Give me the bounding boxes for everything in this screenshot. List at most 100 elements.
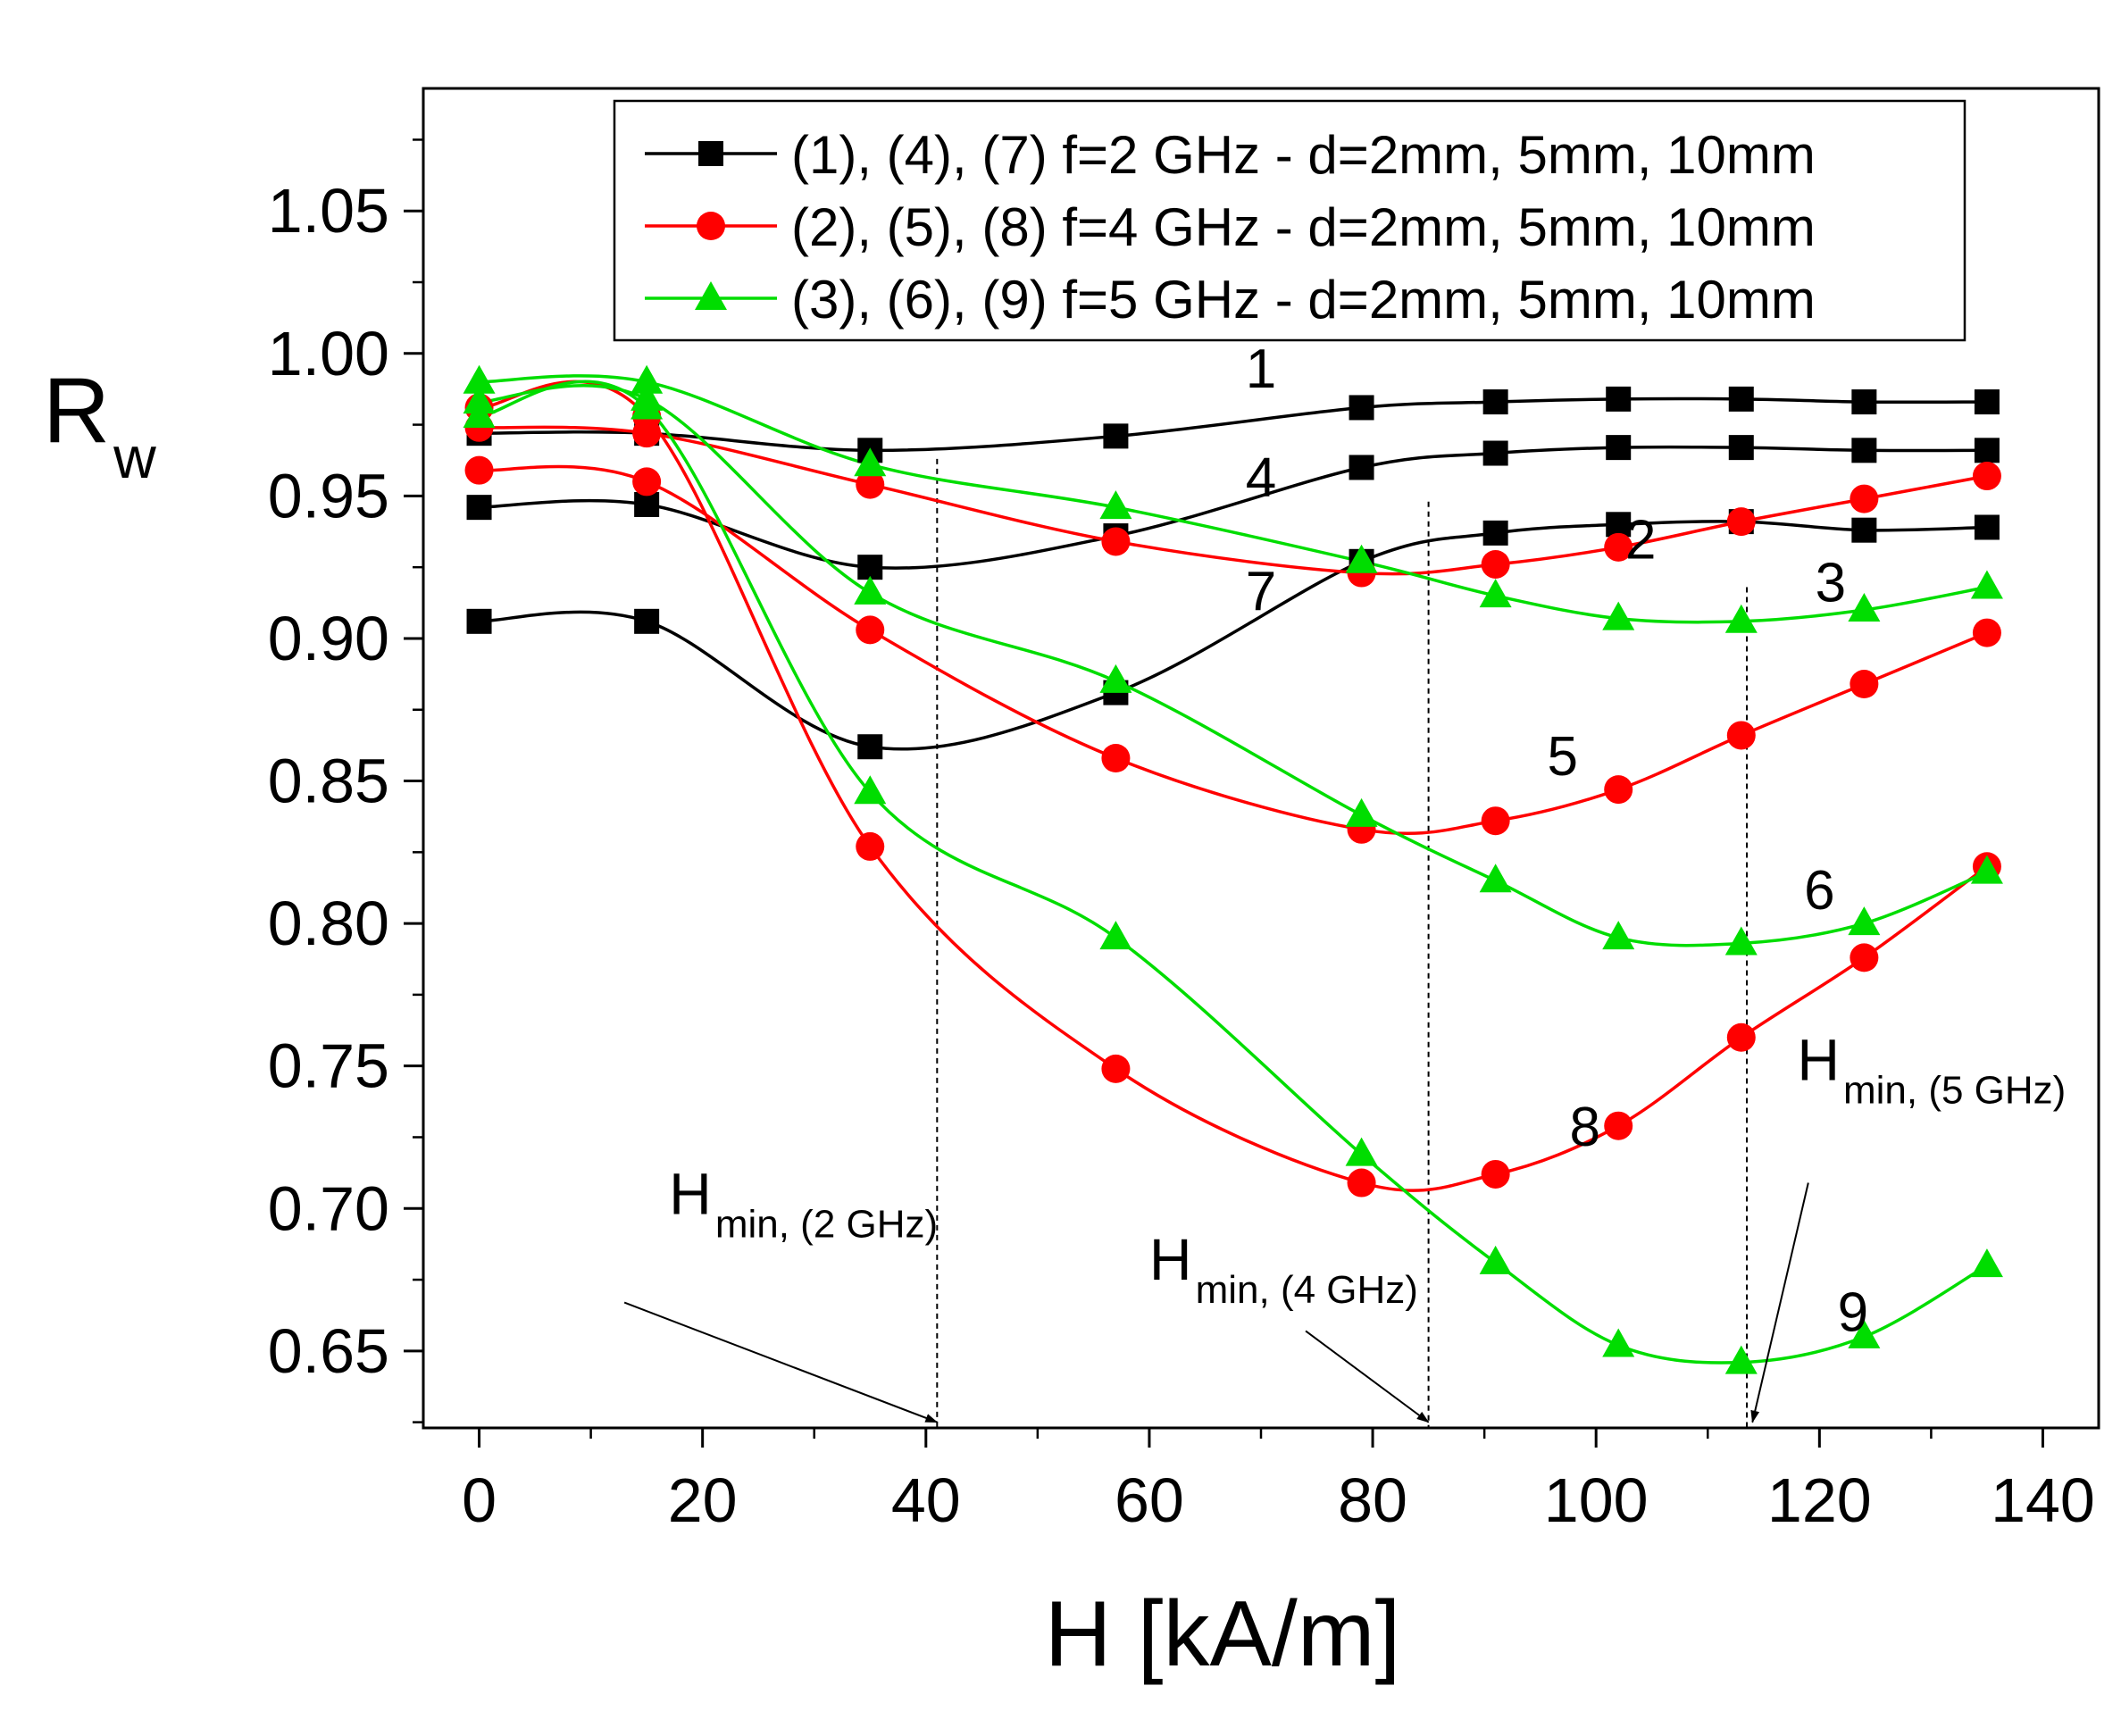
data-point-series-3 (854, 447, 887, 477)
data-point-series-5 (1726, 721, 1756, 750)
data-point-series-6 (1479, 864, 1512, 893)
data-point-series-5 (1481, 806, 1510, 836)
data-point-series-1 (1349, 395, 1374, 421)
annotation-sub: min, (5 GHz) (1843, 1069, 2066, 1113)
y-tick-label: 1.00 (268, 319, 389, 388)
y-axis-label-main: R (43, 359, 110, 463)
data-point-series-4 (1728, 435, 1754, 461)
data-point-series-5 (1850, 670, 1879, 699)
data-point-series-5 (464, 455, 494, 485)
data-point-series-3 (1479, 579, 1512, 608)
curve-9 (479, 380, 1988, 1365)
data-point-series-9 (1724, 1345, 1758, 1374)
data-point-series-9 (1099, 921, 1132, 950)
data-point-series-4 (1482, 440, 1508, 466)
x-tick-label: 80 (1338, 1465, 1407, 1535)
curve-6 (479, 383, 1988, 947)
data-point-series-3 (630, 364, 664, 394)
data-point-series-1 (1728, 386, 1754, 412)
data-point-series-2 (1481, 549, 1510, 579)
data-point-series-9 (1970, 1248, 2003, 1278)
annotation-sub: min, (2 GHz) (715, 1203, 938, 1247)
data-point-series-9 (1602, 1328, 1635, 1357)
axis-ticks: 0 20 40 60 80 100 120 140 0.65 0.70 0.75 0.80 0.85 0.… (268, 138, 2095, 1535)
data-point-series-6 (1602, 921, 1635, 950)
x-tick-label: 120 (1767, 1465, 1872, 1535)
data-point-series-4 (1974, 438, 2000, 463)
data-point-series-6 (1970, 855, 2003, 884)
y-tick-label: 0.70 (268, 1173, 389, 1243)
data-point-series-4 (466, 495, 492, 521)
data-point-series-7 (466, 608, 492, 634)
data-point-series-3 (1724, 604, 1758, 633)
data-points (463, 364, 2003, 1374)
curve-label: 3 (1816, 552, 1846, 613)
annotation-arrow (1305, 1330, 1430, 1423)
legend: (1), (4), (7) f=2 GHz - d=2mm, 5mm, 10mm… (613, 99, 1967, 342)
annotation-arrow (623, 1301, 939, 1423)
x-tick-label: 40 (891, 1465, 961, 1535)
y-tick-label: 0.75 (268, 1031, 389, 1101)
data-point-series-9 (463, 399, 496, 429)
data-point-series-3 (1099, 490, 1132, 520)
data-point-series-8 (1481, 1159, 1510, 1189)
data-point-series-6 (1099, 664, 1132, 693)
curve-label: 8 (1569, 1097, 1599, 1158)
curve-label: 6 (1804, 860, 1834, 922)
data-point-series-8 (1604, 1111, 1633, 1140)
data-point-series-2 (1101, 527, 1131, 556)
y-axis-label-sub: w (113, 424, 156, 490)
legend-marker (698, 141, 723, 166)
y-tick-label: 0.65 (268, 1316, 389, 1386)
annotation-main: H (1797, 1027, 1840, 1093)
curve-label: 1 (1246, 338, 1276, 400)
y-tick-label: 0.95 (268, 461, 389, 530)
curve-7 (479, 520, 1987, 751)
x-tick-label: 100 (1544, 1465, 1649, 1535)
data-point-series-4 (1606, 435, 1632, 461)
data-point-series-3 (463, 364, 496, 394)
curve-4 (479, 445, 1987, 570)
curve-label: 2 (1625, 510, 1656, 572)
annotations: Hmin, (2 GHz)Hmin, (4 GHz)Hmin, (5 GHz) (623, 1027, 2066, 1423)
data-point-series-8 (1101, 1054, 1131, 1083)
y-axis-label: Rw (43, 359, 156, 490)
legend-box (613, 99, 1967, 342)
y-tick-label: 0.85 (268, 747, 389, 816)
x-tick-label: 0 (462, 1465, 497, 1535)
annotation-label: Hmin, (4 GHz) (1149, 1226, 1418, 1312)
data-point-series-6 (1345, 797, 1378, 827)
data-point-series-3 (1602, 601, 1635, 630)
data-point-series-6 (1848, 906, 1881, 936)
annotation-main: H (669, 1161, 712, 1227)
curve-labels: 1 4 7 2 3 5 6 8 9 (1246, 338, 1868, 1343)
x-tick-label: 20 (668, 1465, 738, 1535)
data-point-series-9 (1345, 1137, 1378, 1166)
data-point-series-7 (857, 734, 883, 760)
data-point-series-6 (854, 575, 887, 605)
legend-marker (697, 212, 725, 240)
data-point-series-9 (630, 390, 664, 420)
data-point-series-8 (1850, 943, 1879, 972)
annotation-label: Hmin, (5 GHz) (1797, 1027, 2066, 1113)
data-point-series-1 (1974, 389, 2000, 415)
data-point-series-1 (1851, 389, 1877, 415)
annotation-main: H (1149, 1226, 1192, 1292)
data-point-series-2 (1850, 484, 1879, 513)
data-point-series-3 (1848, 593, 1881, 622)
curve-3 (479, 374, 1988, 624)
data-point-series-4 (1349, 455, 1374, 480)
y-tick-label: 0.90 (268, 604, 389, 673)
data-point-series-2 (1972, 462, 2001, 491)
curve-label: 7 (1246, 561, 1276, 622)
data-point-series-4 (1851, 438, 1877, 463)
data-point-series-5 (1972, 618, 2001, 647)
x-tick-label: 60 (1115, 1465, 1184, 1535)
annotation-label: Hmin, (2 GHz) (669, 1161, 938, 1247)
legend-entry-label: (3), (6), (9) f=5 GHz - d=2mm, 5mm, 10mm (791, 270, 1816, 330)
y-tick-label: 1.05 (268, 176, 389, 246)
annotation-sub: min, (4 GHz) (1196, 1268, 1418, 1312)
data-point-series-2 (856, 470, 885, 499)
